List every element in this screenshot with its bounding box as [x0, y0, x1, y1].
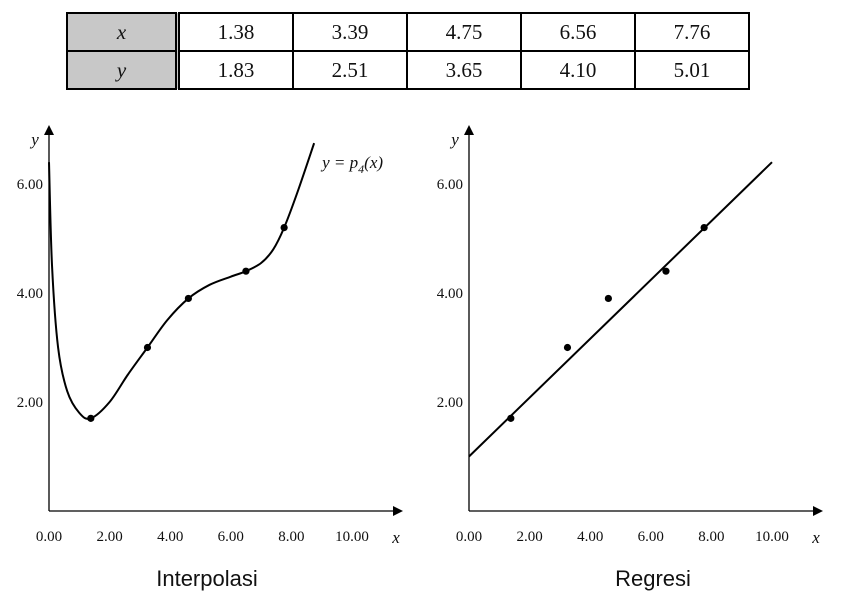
curve-label-suffix: (x) [364, 153, 383, 172]
x-tick-label: 10.00 [335, 529, 369, 545]
data-point [563, 343, 572, 352]
y-tick-label: 4.00 [17, 286, 43, 302]
x-tick-label: 8.00 [698, 529, 724, 545]
x-tick-label: 0.00 [36, 529, 62, 545]
chart-caption: Regresi [615, 566, 691, 591]
y-tick-label: 4.00 [437, 286, 463, 302]
x-axis-label: x [391, 528, 400, 547]
data-table: x 1.38 3.39 4.75 6.56 7.76 y 1.83 2.51 3… [66, 12, 750, 90]
table-header-y: y [66, 50, 180, 90]
interpolation-chart: 0.00 2.00 4.00 6.00 8.00 10.00 2.00 4.00 6.00 x y y… [17, 125, 403, 591]
y-tick-label: 2.00 [17, 395, 43, 411]
x-tick-label: 4.00 [577, 529, 603, 545]
data-point [507, 414, 515, 422]
table-cell-y-1: 1.83 [176, 50, 294, 90]
curve-label: y = p4(x) [320, 153, 383, 176]
data-point [604, 294, 612, 303]
data-point [662, 267, 670, 275]
table-cell-x-1: 1.38 [176, 12, 294, 52]
x-tick-label: 8.00 [278, 529, 304, 545]
data-point [242, 267, 250, 275]
x-tick-label: 10.00 [755, 529, 789, 545]
regression-line [468, 161, 773, 458]
table-cell-y-4: 4.10 [520, 50, 636, 90]
x-tick-label: 6.00 [638, 529, 664, 545]
y-tick-label: 2.00 [437, 395, 463, 411]
table-cell-x-4: 6.56 [520, 12, 636, 52]
x-tick-label: 0.00 [456, 529, 482, 545]
curve-label-prefix: y = p [320, 153, 358, 172]
interpolation-curve [48, 142, 316, 420]
x-tick-label: 2.00 [96, 529, 122, 545]
data-point [87, 414, 95, 422]
data-point [700, 224, 708, 232]
table-cell-y-2: 2.51 [292, 50, 408, 90]
table-cell-x-3: 4.75 [406, 12, 522, 52]
data-point [184, 294, 192, 303]
table-cell-y-3: 3.65 [406, 50, 522, 90]
y-axis-label: y [449, 130, 459, 149]
curve-label-subscript: 4 [358, 162, 364, 176]
data-point [143, 343, 152, 352]
y-tick-label: 6.00 [17, 177, 43, 193]
y-axis-label: y [29, 130, 39, 149]
x-tick-label: 6.00 [218, 529, 244, 545]
table-row-y: y 1.83 2.51 3.65 4.10 5.01 [66, 50, 750, 90]
table-header-x: x [66, 12, 180, 52]
x-tick-label: 2.00 [516, 529, 542, 545]
regression-chart: 0.00 2.00 4.00 6.00 8.00 10.00 2.00 4.00 6.00 x y R… [437, 125, 823, 591]
table-row-x: x 1.38 3.39 4.75 6.56 7.76 [66, 12, 750, 52]
data-point [280, 224, 288, 232]
y-tick-label: 6.00 [437, 177, 463, 193]
chart-caption: Interpolasi [156, 566, 258, 591]
x-axis-label: x [811, 528, 820, 547]
table-cell-x-5: 7.76 [634, 12, 750, 52]
table-cell-y-5: 5.01 [634, 50, 750, 90]
x-tick-label: 4.00 [157, 529, 183, 545]
table-cell-x-2: 3.39 [292, 12, 408, 52]
